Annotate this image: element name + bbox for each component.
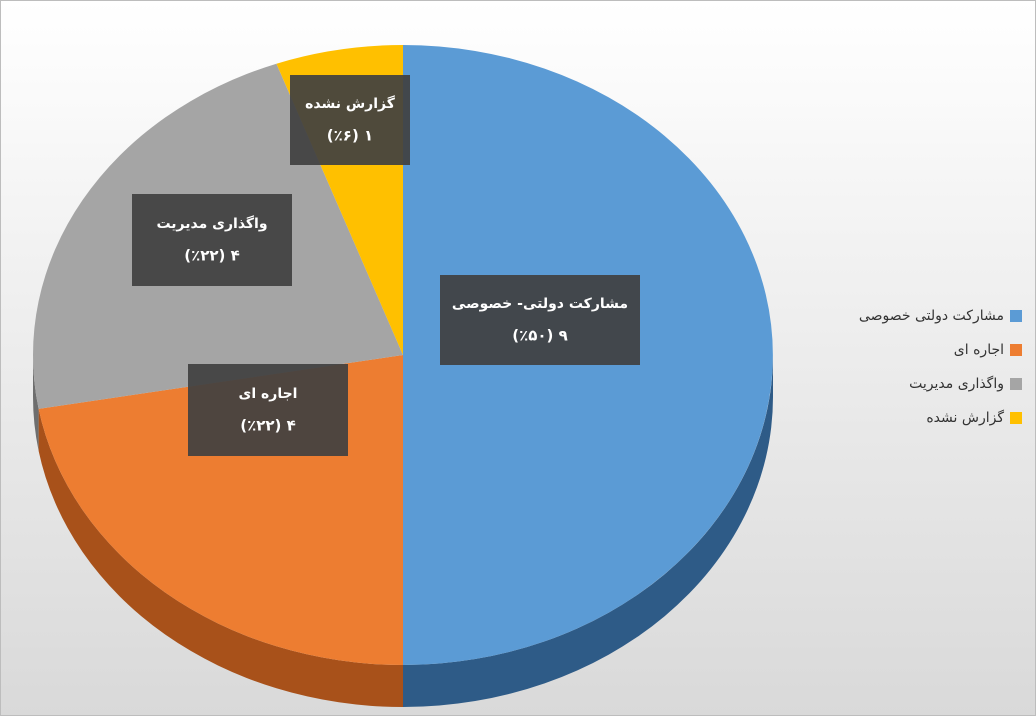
legend-swatch [1010, 412, 1022, 424]
data-label-value: ۱ (٪۶) [327, 127, 373, 145]
legend-label: واگذاری مدیریت [909, 375, 1004, 392]
legend-swatch [1010, 310, 1022, 322]
legend-label: گزارش نشده [926, 409, 1004, 426]
legend-swatch [1010, 378, 1022, 390]
data-label-box [132, 194, 292, 286]
legend-label: مشارکت دولتی خصوصی [859, 308, 1004, 324]
data-label-box [188, 364, 348, 456]
legend-swatch [1010, 344, 1022, 356]
data-label-name: گزارش نشده [305, 95, 396, 112]
pie-side [33, 355, 39, 451]
data-label-name: اجاره ای [239, 386, 298, 402]
pie-side [38, 408, 404, 707]
data-label-value: ۹ (٪۵۰) [512, 327, 568, 345]
legend-label: اجاره ای [954, 342, 1004, 358]
data-label-name: واگذاری مدیریت [156, 215, 267, 232]
data-label-value: ۴ (٪۲۲) [240, 417, 296, 435]
data-label-value: ۴ (٪۲۲) [184, 247, 240, 265]
pie-side [403, 355, 773, 707]
data-label-box [440, 275, 640, 365]
data-label-box [290, 75, 410, 165]
data-labels: مشارکت دولتی- خصوصی ۹ (٪۵۰) اجاره ای ۴ (٪۲۲… [132, 75, 640, 456]
data-label-name: مشارکت دولتی- خصوصی [452, 296, 628, 312]
legend: مشارکت دولتی خصوصی اجاره ای واگذاری مدیریت… [859, 308, 1022, 426]
